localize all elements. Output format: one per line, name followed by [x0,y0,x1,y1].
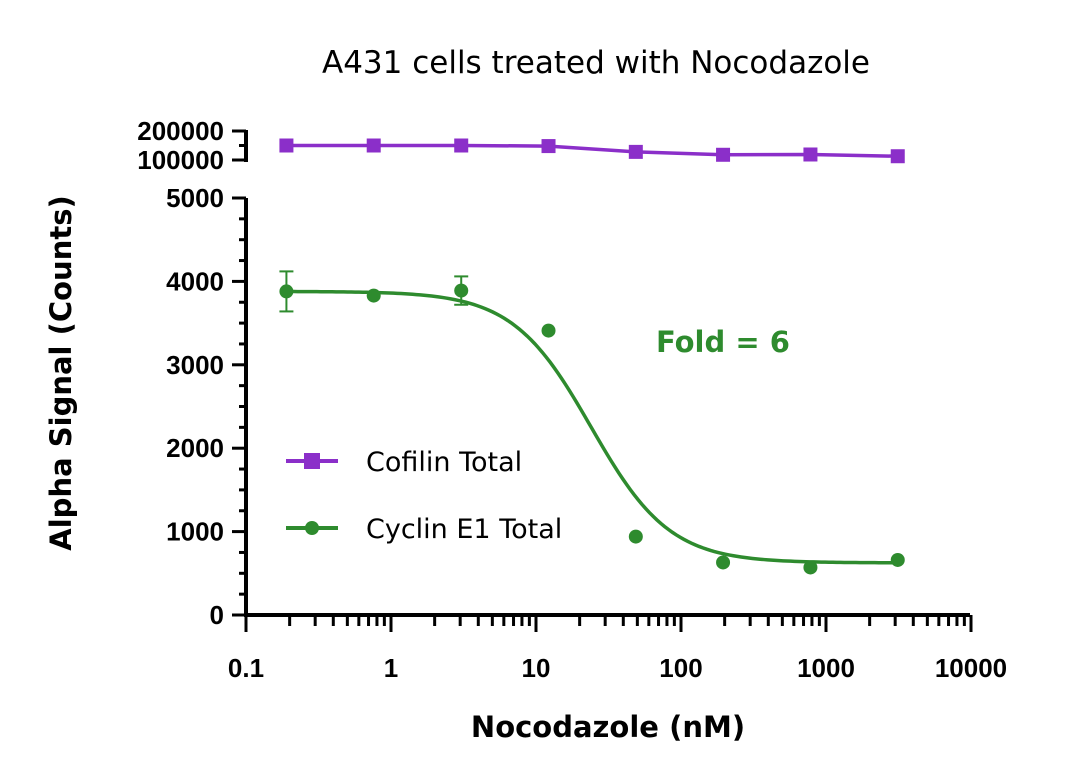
point-cofilin-4 [628,144,643,159]
point-cofilin-6 [803,147,818,162]
point-cofilin-7 [890,149,905,164]
point-cyclin-0 [279,284,294,299]
y-tick-label-4000: 4000 [166,266,224,296]
point-cyclin-1 [366,288,381,303]
legend: Cofilin Total Cyclin E1 Total [286,447,562,545]
x-tick-label-10: 10 [522,653,551,683]
y-tick-label-5000: 5000 [166,183,224,213]
point-cyclin-6 [803,560,818,575]
y-tick-label-0: 0 [210,600,224,630]
series-layer [279,138,905,575]
x-tick-label-1: 1 [384,653,398,683]
series-line-cofilin [286,143,898,158]
fold-annotation: Fold = 6 [656,325,790,359]
x-axis-title: Nocodazole (nM) [471,710,745,744]
x-tick-label-100: 100 [659,653,702,683]
point-cofilin-1 [366,138,381,153]
point-cyclin-3 [541,323,556,338]
legend-label-cyclin: Cyclin E1 Total [366,514,562,545]
point-cofilin-0 [279,138,294,153]
point-cofilin-2 [454,138,469,153]
x-tick-label-10000: 10000 [935,653,1007,683]
y-tick-label-100000: 100000 [137,145,224,175]
legend-marker-cofilin [304,453,320,469]
y-tick-label-1000: 1000 [166,517,224,547]
legend-label-cofilin: Cofilin Total [366,447,522,478]
point-cyclin-2 [454,283,469,298]
y-tick-label-3000: 3000 [166,350,224,380]
x-tick-label-1000: 1000 [797,653,855,683]
chart-title: A431 cells treated with Nocodazole [322,45,870,81]
legend-marker-cyclin [305,521,319,535]
y-tick-label-2000: 2000 [166,433,224,463]
point-cyclin-5 [716,555,731,570]
y-axis-title: Alpha Signal (Counts) [44,195,78,550]
point-cyclin-7 [890,552,905,567]
point-cofilin-5 [716,147,731,162]
y-tick-label-200000: 200000 [137,116,224,146]
point-cofilin-3 [541,139,556,154]
x-tick-label-0.1: 0.1 [228,653,264,683]
series-line-cyclin [286,289,898,565]
point-cyclin-4 [628,529,643,544]
x-ticks: 0.1 1 10 100 1000 10000 [228,615,1007,683]
